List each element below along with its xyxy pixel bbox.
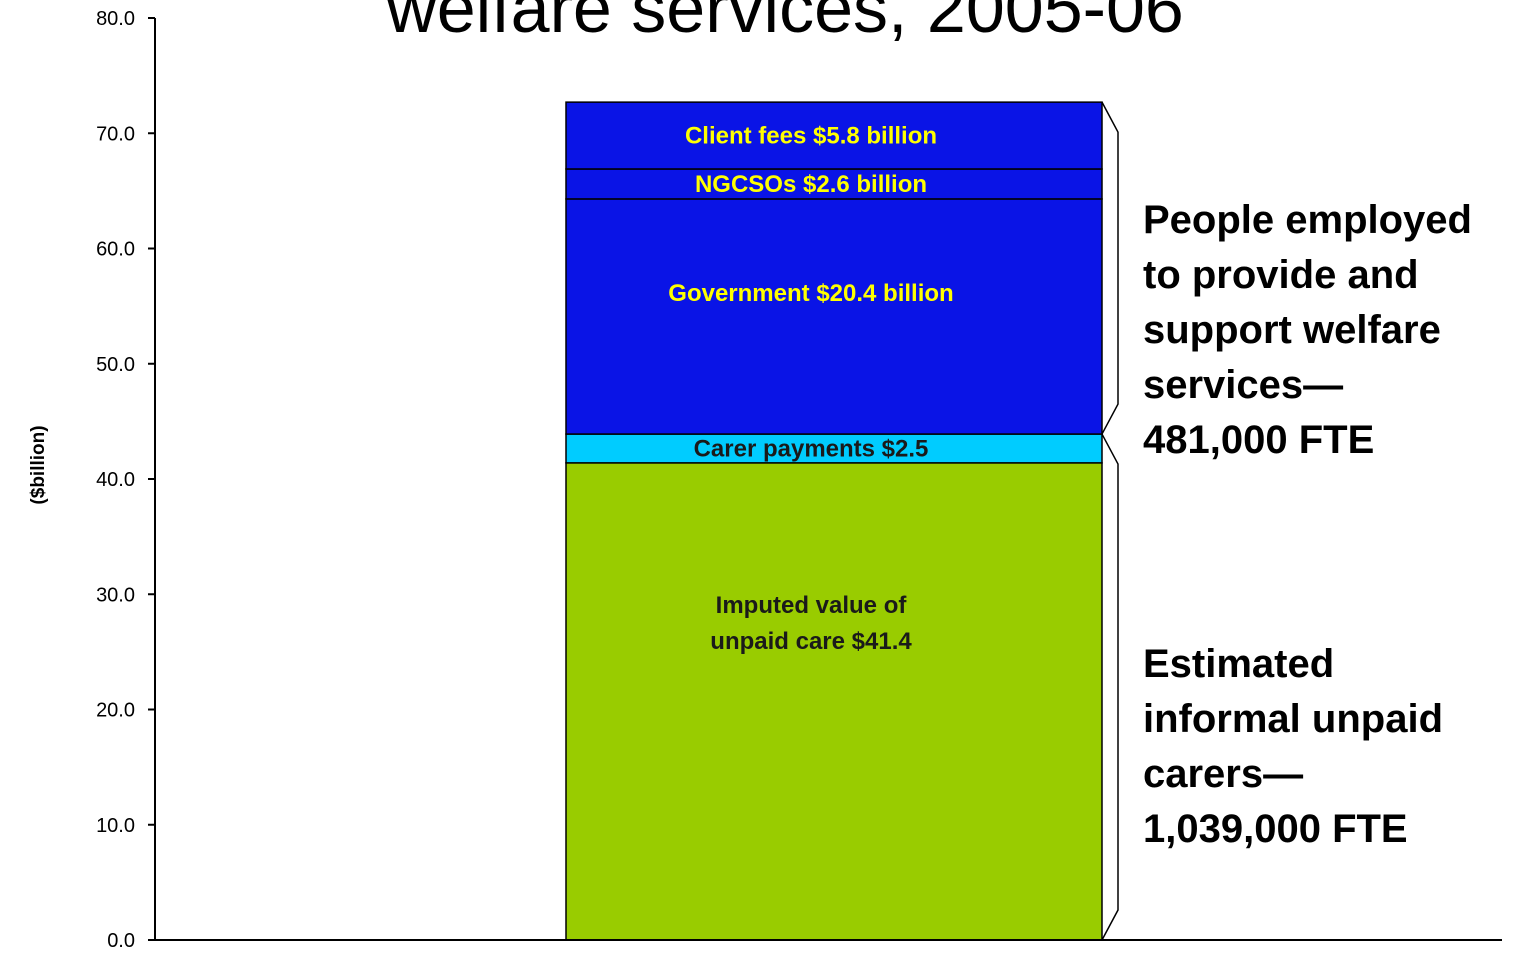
annotation-text: 1,039,000 FTE — [1143, 807, 1408, 851]
bar-segment-label: Imputed value of — [716, 592, 908, 619]
y-axis-label: ($billion) — [28, 425, 49, 504]
annotation-text: Estimated — [1143, 642, 1334, 686]
bar-segment-label: NGCSOs $2.6 billion — [695, 171, 927, 198]
y-tick-label: 20.0 — [96, 700, 135, 722]
annotation-text: People employed — [1143, 198, 1472, 242]
y-axis: 0.0 10.0 20.0 30.0 40.0 50.0 60.0 70.0 80.0 — [96, 8, 156, 952]
y-tick-label: 10.0 — [96, 815, 135, 837]
y-tick-label: 50.0 — [96, 354, 135, 376]
bar-segment-label: Carer payments $2.5 — [694, 435, 929, 462]
bar-segment-label: unpaid care $41.4 — [710, 628, 912, 655]
annotation-text: 481,000 FTE — [1143, 418, 1374, 462]
bar-stack: Imputed value of unpaid care $41.4 Carer p… — [565, 101, 1103, 941]
y-tick-label: 70.0 — [96, 123, 135, 145]
y-tick-label: 30.0 — [96, 584, 135, 606]
bracket-line — [1101, 101, 1119, 435]
bar-segment — [565, 101, 1103, 170]
bar-segment — [565, 462, 1103, 941]
annotation-text: carers— — [1143, 752, 1303, 796]
annotation-text: informal unpaid — [1143, 697, 1443, 741]
bar-segment-label: Government $20.4 billion — [668, 280, 953, 307]
bar-segment — [565, 198, 1103, 435]
annotation-text: to provide and — [1143, 253, 1419, 297]
y-tick-label: 40.0 — [96, 469, 135, 491]
bracket-line — [1101, 433, 1119, 941]
annotation-text: services— — [1143, 363, 1343, 407]
y-tick-label: 60.0 — [96, 239, 135, 261]
y-tick-label: 80.0 — [96, 8, 135, 30]
bracket-annotations: People employed to provide and support wel… — [1101, 101, 1472, 941]
bar-segment-label: Client fees $5.8 billion — [685, 123, 937, 150]
chart-title: welfare services, 2005-06 — [385, 0, 1184, 47]
annotation-text: support welfare — [1143, 308, 1441, 352]
y-tick-label: 0.0 — [107, 930, 135, 952]
